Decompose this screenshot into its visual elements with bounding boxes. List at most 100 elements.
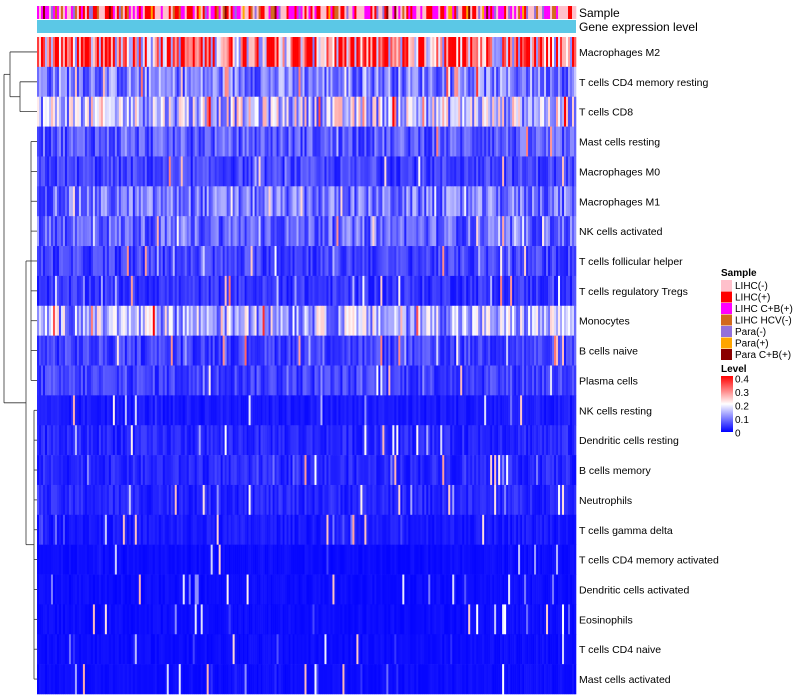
sample-legend-swatch	[721, 349, 732, 360]
sample-annotation-cell	[144, 6, 148, 19]
row-label: Dendritic cells activated	[579, 584, 689, 596]
sample-annotation-cell	[534, 6, 537, 19]
heatmap-row	[37, 335, 577, 366]
sample-legend-swatch	[721, 314, 732, 326]
sample-annotation-cell	[350, 6, 353, 19]
sample-annotation-cell	[494, 6, 497, 19]
sample-annotation-cell	[96, 6, 100, 19]
sample-annotation-cell	[332, 6, 335, 19]
sample-annotation-cell	[318, 6, 321, 19]
sample-annotation-cell	[262, 6, 265, 19]
sample-annotation-cell	[500, 6, 503, 19]
sample-annotation-cell	[450, 6, 453, 19]
sample-annotation-cell	[528, 6, 531, 19]
row-dendrogram	[3, 51, 37, 680]
sample-annotation-cell	[354, 6, 357, 19]
sample-annotation-cell	[308, 6, 311, 19]
sample-annotation-cell	[170, 6, 174, 19]
sample-annotation-cell	[60, 6, 64, 19]
sample-annotation-cell	[558, 6, 561, 19]
sample-annotation-cell	[454, 6, 457, 19]
sample-annotation-cell	[138, 6, 142, 19]
sample-legend-label: LIHC HCV(-)	[735, 316, 792, 327]
row-label: Mast cells activated	[579, 674, 671, 686]
sample-annotation-cell	[516, 6, 519, 19]
sample-annotation-cell	[546, 6, 549, 19]
row-label: NK cells activated	[579, 226, 663, 238]
sample-annotation-cell	[554, 6, 557, 19]
sample-annotation-cell	[274, 6, 277, 19]
sample-annotation-cell	[260, 6, 263, 19]
sample-annotation-cell	[80, 6, 84, 19]
sample-annotation-cell	[426, 6, 429, 19]
sample-annotation-cell	[130, 6, 134, 19]
sample-annotation-cell	[324, 6, 327, 19]
row-label: Dendritic cells resting	[579, 435, 679, 447]
row-label: T cells regulatory Tregs	[579, 286, 688, 298]
sample-annotation-cell	[194, 6, 198, 19]
sample-annotation-cell	[364, 6, 367, 19]
sample-annotation-cell	[124, 6, 128, 19]
sample-annotation-cell	[202, 6, 205, 19]
sample-annotation-cell	[188, 6, 192, 19]
sample-annotation-cell	[380, 6, 383, 19]
sample-annotation-cell	[448, 6, 451, 19]
sample-annotation-cell	[340, 6, 343, 19]
sample-annotation-cell	[574, 6, 577, 19]
sample-annotation-cell	[328, 6, 331, 19]
sample-legend-swatch	[721, 280, 732, 291]
sample-annotation-cell	[162, 6, 166, 19]
sample-annotation-cell	[572, 6, 575, 19]
sample-annotation-cell	[220, 6, 223, 19]
sample-annotation-cell	[42, 6, 46, 19]
sample-annotation-cell	[468, 6, 471, 19]
sample-annotation-cell	[412, 6, 415, 19]
sample-annotation-cell	[82, 6, 86, 19]
sample-annotation-cell	[310, 6, 313, 19]
sample-annotation-cell	[366, 6, 369, 19]
sample-annotation-cell	[524, 6, 527, 19]
sample-annotation-cell	[414, 6, 417, 19]
sample-annotation-cell	[568, 6, 571, 19]
sample-annotation-cell	[112, 6, 116, 19]
sample-annotation-cell	[444, 6, 447, 19]
sample-annotation-cell	[230, 6, 233, 19]
row-label: Eosinophils	[579, 614, 633, 626]
row-label: B cells naive	[579, 346, 638, 358]
sample-annotation-cell	[370, 6, 373, 19]
sample-annotation-cell	[120, 6, 124, 19]
sample-annotation-cell	[38, 6, 42, 19]
sample-annotation-cell	[336, 6, 339, 19]
sample-annotation-cell	[184, 6, 188, 19]
sample-annotation-cell	[418, 6, 421, 19]
sample-annotation-cell	[518, 6, 521, 19]
sample-legend-label: Para C+B(+)	[735, 350, 791, 361]
sample-annotation-cell	[258, 6, 261, 19]
sample-annotation-cell	[390, 6, 393, 19]
sample-annotation-cell	[458, 6, 461, 19]
sample-annotation-cell	[218, 6, 221, 19]
sample-annotation-cell	[320, 6, 323, 19]
sample-annotation-cell	[374, 6, 377, 19]
sample-annotation-cell	[466, 6, 469, 19]
sample-annotation-cell	[150, 6, 154, 19]
sample-annotation-cell	[78, 6, 82, 19]
sample-annotation-cell	[464, 6, 467, 19]
sample-annotation-track	[37, 6, 577, 19]
sample-annotation-cell	[532, 6, 535, 19]
sample-annotation-cell	[250, 6, 253, 19]
sample-annotation-cell	[492, 6, 495, 19]
sample-annotation-cell	[556, 6, 559, 19]
sample-annotation-cell	[520, 6, 523, 19]
sample-annotation-cell	[256, 6, 259, 19]
sample-annotation-cell	[148, 6, 152, 19]
sample-annotation-cell	[210, 6, 213, 19]
sample-annotation-cell	[166, 6, 170, 19]
sample-annotation-cell	[164, 6, 168, 19]
sample-annotation-cell	[488, 6, 491, 19]
row-label: Monocytes	[579, 316, 630, 328]
sample-annotation-cell	[368, 6, 371, 19]
sample-annotation-cell	[37, 6, 40, 19]
level-legend-tick: 0.2	[735, 402, 749, 413]
level-legend-tick: 0.3	[735, 388, 749, 399]
